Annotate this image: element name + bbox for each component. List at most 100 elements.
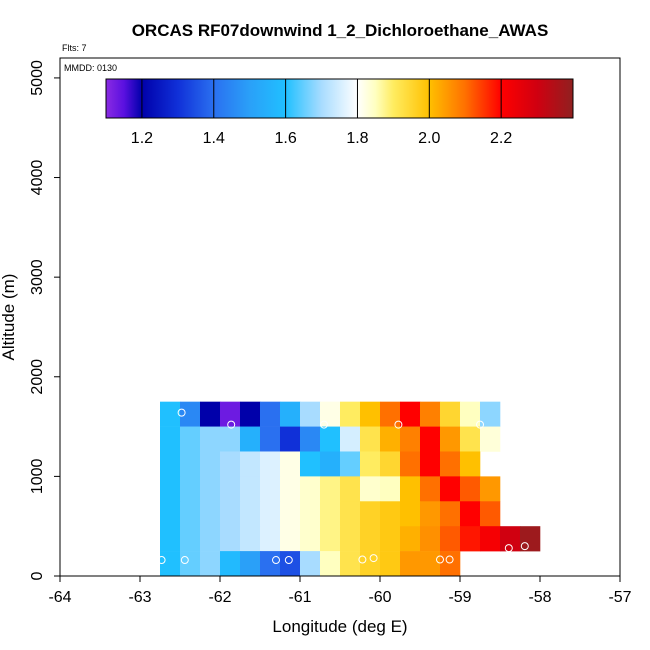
x-tick-label: -59: [448, 589, 471, 606]
heatmap-cell: [160, 551, 181, 577]
heatmap-cell: [260, 476, 281, 502]
heatmap-cell: [360, 426, 381, 452]
heatmap-cell: [380, 526, 401, 552]
heatmap-cell: [280, 451, 301, 477]
heatmap-cell: [220, 401, 241, 427]
heatmap-cell: [440, 426, 461, 452]
heatmap-cell: [320, 526, 341, 552]
x-tick-label: -63: [128, 589, 151, 606]
sample-marker: [445, 555, 454, 564]
colorbar-tick-label: 2.0: [418, 130, 440, 147]
heatmap-cell: [260, 526, 281, 552]
heatmap-cell: [440, 476, 461, 502]
heatmap-cell: [500, 526, 521, 552]
heatmap-cell: [240, 451, 261, 477]
sample-marker: [180, 556, 189, 565]
y-tick-label: 2000: [29, 359, 46, 395]
heatmap-cell: [360, 476, 381, 502]
heatmap-cell: [460, 501, 481, 527]
heatmap-cell: [360, 526, 381, 552]
colorbar: 1.2 1.4 1.6 1.8 2.0 2.2: [105, 78, 574, 147]
heatmap-cell: [180, 426, 201, 452]
heatmap-cell: [400, 501, 421, 527]
heatmap-cell: [440, 551, 461, 577]
heatmap-cell: [400, 451, 421, 477]
heatmap-cell: [200, 401, 221, 427]
heatmap-cell: [200, 451, 221, 477]
heatmap-cell: [420, 501, 441, 527]
heatmap-cell: [360, 401, 381, 427]
heatmap-cell: [220, 526, 241, 552]
heatmap-cell: [200, 426, 221, 452]
heatmap-cells: [160, 401, 541, 577]
heatmap-cell: [400, 426, 421, 452]
heatmap-cell: [240, 501, 261, 527]
y-tick-label: 4000: [29, 160, 46, 196]
heatmap-cell: [220, 426, 241, 452]
heatmap-cell: [260, 451, 281, 477]
heatmap-cell: [480, 401, 501, 427]
heatmap-cell: [460, 476, 481, 502]
heatmap-cell: [380, 401, 401, 427]
heatmap-cell: [340, 526, 361, 552]
sample-marker: [157, 556, 166, 565]
heatmap-cell: [420, 526, 441, 552]
sample-marker: [358, 555, 367, 564]
heatmap-cell: [180, 551, 201, 577]
heatmap-cell: [220, 476, 241, 502]
heatmap-cell: [320, 476, 341, 502]
heatmap-cell: [320, 451, 341, 477]
x-axis: -64 -63 -62 -61 -60 -59 -58 -57: [48, 575, 632, 606]
y-tick-label: 3000: [29, 259, 46, 295]
colorbar-tick-label: 1.2: [131, 130, 153, 147]
heatmap-cell: [440, 501, 461, 527]
heatmap-cell: [260, 501, 281, 527]
heatmap-cell: [340, 426, 361, 452]
chart-title: ORCAS RF07downwind 1_2_Dichloroethane_AW…: [132, 21, 549, 40]
sample-marker: [177, 408, 186, 417]
sample-marker: [436, 555, 444, 564]
colorbar-tick-label: 1.4: [203, 130, 225, 147]
heatmap-cell: [480, 476, 501, 502]
x-tick-label: -57: [608, 589, 631, 606]
heatmap-cell: [360, 501, 381, 527]
plot-area: [59, 57, 621, 577]
heatmap-cell: [180, 501, 201, 527]
heatmap-cell: [380, 426, 401, 452]
heatmap-cell: [420, 476, 441, 502]
heatmap-cell: [240, 426, 261, 452]
heatmap-cell: [300, 501, 321, 527]
heatmap-cell: [240, 401, 261, 427]
heatmap-cell: [480, 426, 501, 452]
heatmap-cell: [220, 551, 241, 577]
heatmap-cell: [220, 501, 241, 527]
heatmap-cell: [300, 476, 321, 502]
heatmap-cell: [460, 451, 481, 477]
heatmap-cell: [160, 501, 181, 527]
heatmap-cell: [440, 401, 461, 427]
heatmap-cell: [340, 551, 361, 577]
x-tick-label: -60: [368, 589, 391, 606]
x-tick-label: -62: [208, 589, 231, 606]
sample-marker: [272, 556, 280, 565]
y-tick-label: 0: [29, 571, 46, 580]
heatmap-cell: [160, 451, 181, 477]
sample-marker: [227, 420, 236, 429]
heatmap-cell: [160, 476, 181, 502]
heatmap-cell: [340, 501, 361, 527]
heatmap-cell: [320, 551, 341, 577]
heatmap-cell: [480, 526, 501, 552]
sample-marker: [320, 420, 328, 429]
colorbar-tick-label: 2.2: [490, 130, 512, 147]
heatmap-cell: [280, 526, 301, 552]
heatmap-cell: [400, 401, 421, 427]
heatmap-cell: [180, 401, 201, 427]
heatmap-cell: [160, 526, 181, 552]
heatmap-cell: [280, 501, 301, 527]
heatmap-cell: [160, 401, 181, 427]
heatmap-cell: [400, 526, 421, 552]
heatmap-cell: [380, 476, 401, 502]
x-tick-label: -64: [48, 589, 71, 606]
heatmap-cell: [260, 426, 281, 452]
